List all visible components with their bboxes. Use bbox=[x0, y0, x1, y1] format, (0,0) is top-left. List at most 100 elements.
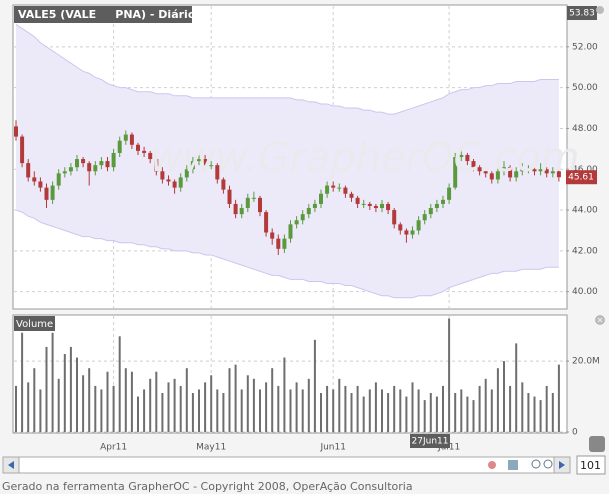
candle-body bbox=[361, 203, 366, 205]
volume-bar bbox=[204, 382, 207, 432]
volume-bar bbox=[57, 378, 60, 432]
candle-body bbox=[520, 169, 525, 172]
candle-body bbox=[312, 203, 317, 209]
close-icon: × bbox=[597, 316, 604, 325]
candle-body bbox=[331, 185, 336, 188]
volume-bar bbox=[381, 389, 383, 432]
candle-body bbox=[434, 203, 439, 209]
volume-bar bbox=[124, 368, 127, 432]
volume-bar bbox=[466, 396, 469, 432]
candle-body bbox=[251, 197, 256, 199]
candle-body bbox=[264, 212, 269, 233]
volume-bar bbox=[350, 393, 353, 432]
candle-body bbox=[386, 203, 391, 211]
candle-body bbox=[538, 169, 543, 172]
zoom-box[interactable] bbox=[576, 455, 606, 475]
candle-body bbox=[489, 173, 494, 180]
volume-bar bbox=[344, 385, 347, 432]
candle-body bbox=[483, 171, 488, 174]
close-button[interactable] bbox=[595, 315, 605, 325]
volume-bar bbox=[545, 385, 548, 432]
candle-body bbox=[111, 152, 116, 168]
volume-bar bbox=[539, 400, 542, 432]
candle-body bbox=[197, 159, 201, 162]
volume-bar bbox=[167, 382, 170, 432]
candle-body bbox=[105, 161, 110, 168]
volume-bar bbox=[338, 378, 341, 432]
volume-bar bbox=[387, 393, 390, 432]
zoom-out[interactable] bbox=[543, 459, 553, 469]
volume-bar bbox=[100, 389, 103, 432]
volume-bar bbox=[179, 385, 182, 432]
tool-icon[interactable] bbox=[488, 461, 496, 469]
candle-body bbox=[93, 165, 98, 172]
plot-layer: 40.00 42.00 44.00 46.00 48.00 50.00 52.00 0 20.0… bbox=[14, 6, 600, 453]
volume-bar bbox=[39, 389, 42, 432]
volume-bar bbox=[130, 371, 133, 432]
y-tick-label: 50.00 bbox=[572, 83, 598, 93]
volume-bar bbox=[289, 389, 292, 432]
candle-body bbox=[56, 173, 61, 186]
candle-body bbox=[20, 136, 25, 164]
candle-body bbox=[300, 214, 305, 221]
candle-body bbox=[233, 203, 238, 215]
volume-bar bbox=[277, 385, 280, 432]
candle-body bbox=[258, 197, 262, 213]
candle-body bbox=[44, 187, 49, 200]
volume-bar bbox=[161, 393, 164, 432]
chart-title: VALE5 (VALE PNA) - Diário bbox=[18, 8, 196, 21]
volume-bar bbox=[435, 396, 438, 432]
volume-bar bbox=[198, 389, 200, 432]
watermark: www.GrapherOC.com bbox=[150, 135, 580, 181]
volume-bar bbox=[240, 389, 243, 432]
candle-body bbox=[178, 177, 183, 188]
candle-body bbox=[349, 193, 354, 198]
candle-body bbox=[404, 230, 409, 235]
volume-bar bbox=[356, 385, 359, 432]
zoom-in[interactable] bbox=[531, 459, 541, 469]
volume-bar bbox=[417, 389, 420, 432]
x-tick-label: May11 bbox=[196, 443, 226, 453]
candle-body bbox=[477, 167, 482, 172]
volume-bar bbox=[423, 400, 426, 432]
volume-bar bbox=[496, 368, 499, 432]
volume-bar bbox=[478, 385, 481, 432]
candle-body bbox=[373, 205, 378, 209]
volume-bar bbox=[472, 400, 475, 432]
candle-body bbox=[245, 197, 250, 209]
volume-bar bbox=[51, 332, 54, 432]
candle-body bbox=[495, 171, 500, 180]
candle-body bbox=[410, 230, 415, 235]
volume-bar bbox=[234, 364, 237, 432]
volume-bar bbox=[155, 371, 158, 432]
volume-bar bbox=[484, 378, 487, 432]
panel-button[interactable] bbox=[596, 6, 604, 14]
tool-button[interactable] bbox=[589, 436, 605, 452]
candle-body bbox=[190, 161, 195, 170]
volume-bar bbox=[15, 385, 17, 432]
candle-body bbox=[239, 208, 244, 215]
candle-body bbox=[337, 187, 342, 189]
volume-title: Volume bbox=[16, 319, 53, 330]
volume-bar bbox=[374, 382, 377, 432]
y-tick-label: 44.00 bbox=[572, 206, 598, 216]
cursor-date: 27Jun11 bbox=[412, 437, 449, 447]
candle-body bbox=[288, 224, 293, 239]
candle-body bbox=[203, 159, 208, 166]
candle-body bbox=[392, 210, 397, 225]
x-tick-label: Jun11 bbox=[319, 443, 346, 453]
scrollbar[interactable] bbox=[2, 456, 571, 474]
volume-bar bbox=[411, 382, 414, 432]
volume-bar bbox=[112, 385, 115, 432]
volume-bar bbox=[295, 382, 298, 432]
volume-bar bbox=[259, 389, 261, 432]
tool-icon[interactable] bbox=[508, 460, 518, 470]
volume-bar bbox=[27, 382, 30, 432]
candle-body bbox=[447, 187, 452, 200]
candle-body bbox=[117, 140, 122, 153]
volume-bar bbox=[460, 389, 463, 432]
candle-body bbox=[50, 185, 55, 200]
candle-body bbox=[526, 169, 531, 171]
volume-bar bbox=[301, 389, 304, 432]
